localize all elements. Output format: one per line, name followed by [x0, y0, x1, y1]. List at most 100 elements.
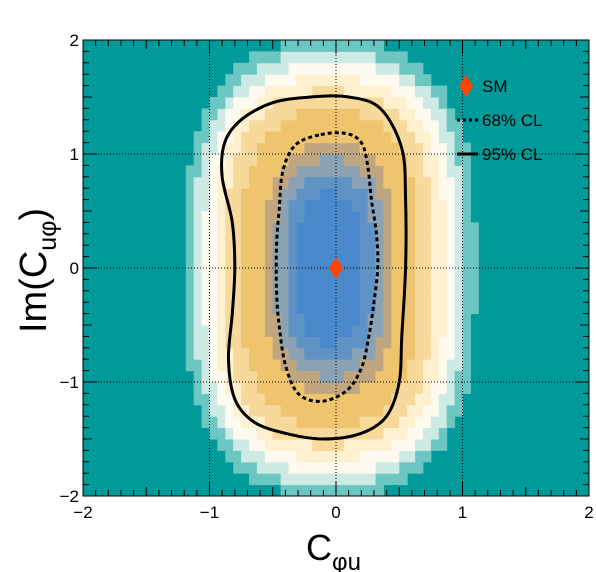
heatmap-cell [399, 62, 408, 75]
heatmap-cell [336, 176, 345, 189]
heatmap-cell [462, 165, 471, 178]
heatmap-cell [241, 97, 250, 109]
heatmap-cell [422, 439, 432, 451]
heatmap-cell [375, 336, 384, 349]
heatmap-cell [328, 336, 337, 349]
heatmap-cell [233, 347, 242, 360]
heatmap-cell [328, 176, 337, 189]
heatmap-cell [201, 382, 210, 394]
heatmap-cell [446, 222, 456, 235]
heatmap-cell [193, 313, 203, 326]
heatmap-cell [446, 142, 456, 155]
heatmap-cell [280, 268, 290, 280]
heatmap-cell [241, 165, 250, 178]
heatmap-cell [217, 279, 226, 292]
heatmap-cell [336, 211, 345, 223]
heatmap-cell [430, 142, 440, 155]
heatmap-cell [367, 484, 377, 496]
heatmap-cell [256, 393, 266, 406]
heatmap-cell [391, 154, 400, 166]
heatmap-cell [193, 222, 203, 235]
heatmap-cell [312, 40, 321, 52]
heatmap-cell [217, 370, 226, 383]
heatmap-cell [193, 347, 203, 360]
heatmap-cell [241, 245, 250, 258]
heatmap-cell [264, 256, 274, 269]
heatmap-cell [288, 40, 297, 52]
heatmap-cell [209, 188, 218, 201]
heatmap-cell [399, 51, 408, 64]
heatmap-cell [320, 336, 329, 349]
heatmap-cell [391, 473, 400, 486]
heatmap-cell [256, 461, 266, 474]
heatmap-cell [391, 119, 400, 132]
heatmap-cell [415, 325, 424, 337]
heatmap-cell [320, 302, 329, 315]
heatmap-cell [375, 108, 384, 121]
heatmap-cell [470, 268, 479, 280]
heatmap-cell [233, 382, 242, 394]
heatmap-cell [217, 268, 226, 280]
heatmap-cell [233, 62, 242, 75]
heatmap-cell [249, 165, 258, 178]
heatmap-cell [304, 199, 313, 212]
heatmap-cell [225, 279, 234, 292]
heatmap-cell [217, 245, 226, 258]
heatmap-cell [454, 165, 463, 178]
heatmap-cell [422, 97, 432, 109]
heatmap-cell [280, 461, 290, 474]
heatmap-cell [217, 85, 226, 98]
heatmap-cell [217, 256, 226, 269]
heatmap-cell [359, 404, 369, 417]
heatmap-cell [415, 154, 424, 166]
heatmap-cell [264, 108, 274, 121]
heatmap-cell [288, 473, 297, 486]
heatmap-cell [399, 256, 408, 269]
heatmap-cell [201, 279, 210, 292]
heatmap-cell [454, 347, 463, 360]
heatmap-cell [304, 416, 313, 429]
heatmap-cell [320, 233, 329, 246]
heatmap-cell [225, 233, 234, 246]
heatmap-cell [304, 370, 313, 383]
heatmap-cell [470, 233, 479, 246]
heatmap-cell [375, 461, 384, 474]
heatmap-cell [225, 188, 234, 201]
heatmap-cell [225, 256, 234, 269]
heatmap-cell [367, 256, 377, 269]
heatmap-cell [249, 245, 258, 258]
heatmap-cell [383, 382, 392, 394]
heatmap-cell [359, 108, 369, 121]
heatmap-cell [249, 176, 258, 189]
heatmap-cell [233, 188, 242, 201]
heatmap-cell [264, 131, 274, 144]
heatmap-cell [264, 176, 274, 189]
heatmap-cell [328, 85, 337, 98]
heatmap-cell [280, 188, 290, 201]
heatmap-cell [312, 268, 321, 280]
heatmap-cell [280, 370, 290, 383]
heatmap-cell [446, 268, 456, 280]
heatmap-cell [446, 393, 456, 406]
heatmap-cell [312, 290, 321, 303]
heatmap-cell [225, 313, 234, 326]
heatmap-cell [241, 370, 250, 383]
heatmap-cell [359, 370, 369, 383]
heatmap-cell [217, 359, 226, 372]
heatmap-cell [375, 268, 384, 280]
heatmap-cell [185, 279, 195, 292]
heatmap-cell [351, 62, 361, 75]
heatmap-cell [336, 233, 345, 246]
heatmap-cell [399, 416, 408, 429]
heatmap-cell [256, 359, 266, 372]
heatmap-cell [201, 347, 210, 360]
heatmap-cell [256, 51, 266, 64]
heatmap-cell [185, 188, 195, 201]
heatmap-cell [407, 325, 416, 337]
heatmap-cell [383, 268, 392, 280]
y-tick-label: 0 [70, 259, 79, 278]
heatmap-cell [320, 131, 329, 144]
heatmap-cell [430, 211, 440, 223]
heatmap-cell [359, 473, 369, 486]
heatmap-cell [407, 290, 416, 303]
